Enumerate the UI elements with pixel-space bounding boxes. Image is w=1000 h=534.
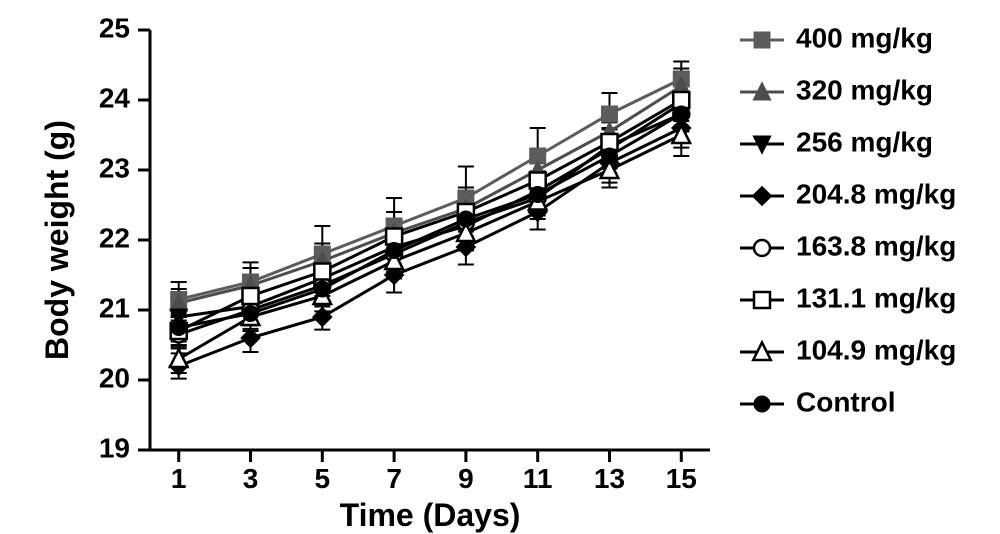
legend-label: 320 mg/kg [796,74,933,105]
legend-item-s204: 204.8 mg/kg [740,178,956,209]
legend-label: 131.1 mg/kg [796,282,956,313]
legend: 400 mg/kg 320 mg/kg 256 mg/kg 204.8 mg/kg 16… [740,22,956,417]
legend-label: 256 mg/kg [796,126,933,157]
x-tick-label: 5 [315,463,331,494]
y-tick-label: 20 [99,362,130,393]
y-tick-label: 19 [99,432,130,463]
legend-item-s400: 400 mg/kg [740,22,933,53]
x-tick-label: 13 [594,463,625,494]
x-tick-label: 9 [458,463,474,494]
legend-label: Control [796,386,896,417]
x-tick-label: 11 [523,463,553,494]
legend-item-s163: 163.8 mg/kg [740,230,956,261]
legend-label: 204.8 mg/kg [796,178,956,209]
legend-item-s320: 320 mg/kg [740,74,933,105]
x-tick-label: 7 [386,463,402,494]
x-tick-label: 1 [171,463,187,494]
legend-item-s256: 256 mg/kg [740,126,933,157]
legend-item-s104: 104.9 mg/kg [740,334,956,365]
legend-label: 400 mg/kg [796,22,933,53]
legend-item-ctrl: Control [740,386,896,417]
y-tick-label: 23 [99,152,130,183]
x-axis-label: Time (Days) [340,497,521,533]
y-axis-label: Body weight (g) [39,120,75,360]
x-tick-label: 15 [666,463,697,494]
legend-label: 163.8 mg/kg [796,230,956,261]
y-tick-label: 25 [99,12,130,43]
legend-item-s131: 131.1 mg/kg [740,282,956,313]
body-weight-chart: 1920212223242513579111315 400 mg/kg320 m… [0,0,1000,534]
x-tick-label: 3 [243,463,259,494]
y-tick-label: 22 [99,222,130,253]
legend-label: 104.9 mg/kg [796,334,956,365]
y-tick-label: 21 [99,292,130,323]
axes: 1920212223242513579111315 [99,12,710,494]
y-tick-label: 24 [99,82,131,113]
